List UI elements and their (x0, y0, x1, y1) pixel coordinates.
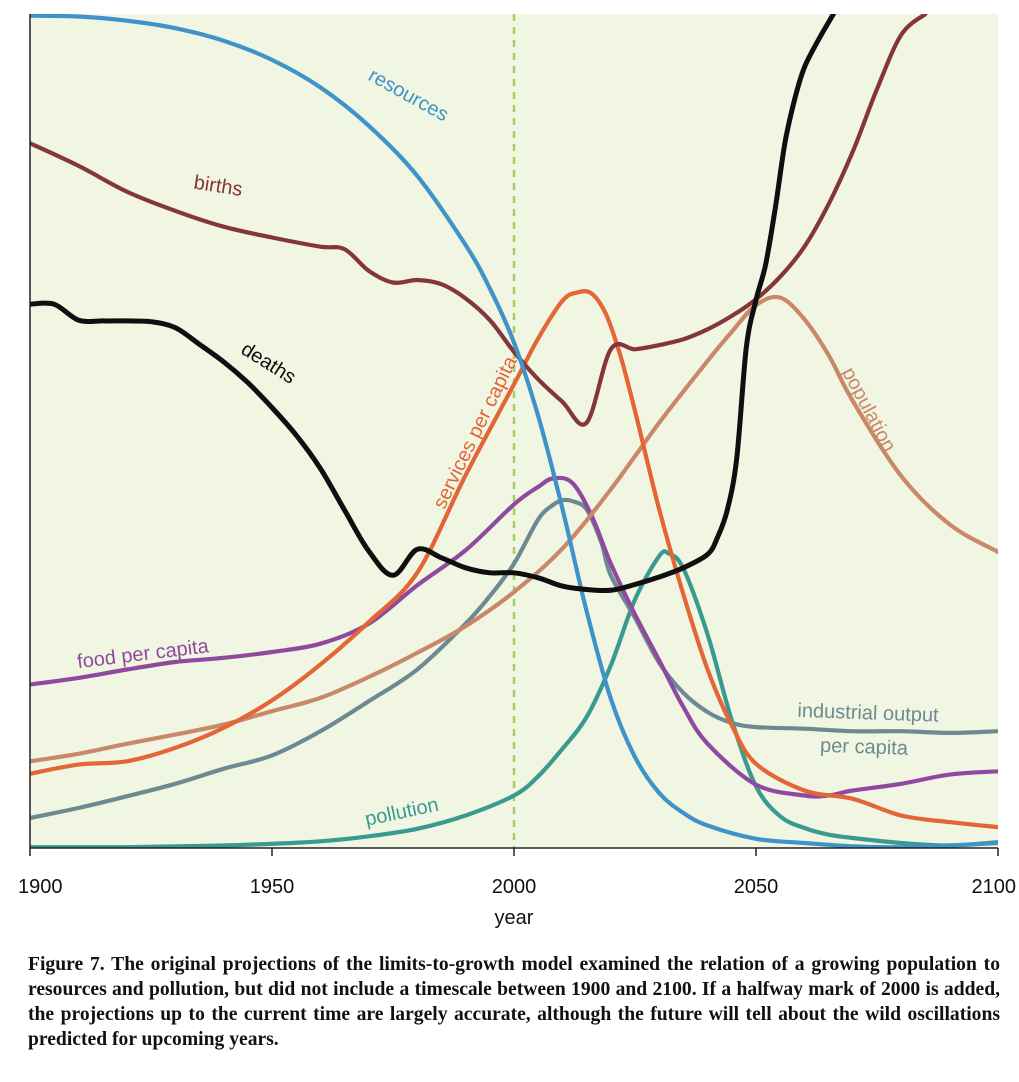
x-tick-label: 2100 (972, 876, 1017, 898)
series-label-industrial-output-per-capita-2: per capita (820, 735, 909, 760)
series-line-resources (30, 14, 998, 848)
x-tick-label: 1950 (250, 876, 295, 898)
x-tick-label: 2000 (492, 876, 537, 898)
series-line-services-per-capita (30, 289, 998, 830)
series-line-industrial-output-per-capita (30, 497, 998, 821)
x-tick-label: 1900 (18, 876, 63, 898)
series-line-population (30, 294, 998, 764)
series-line-pollution (30, 549, 998, 848)
figure-caption: Figure 7. The original projections of th… (28, 954, 1000, 1050)
series-line-deaths (30, 14, 836, 594)
x-axis-label: year (495, 907, 534, 929)
x-tick-label: 2050 (734, 876, 779, 898)
series-line-births (30, 14, 928, 427)
series-label-industrial-output-per-capita: industrial output (797, 700, 939, 727)
